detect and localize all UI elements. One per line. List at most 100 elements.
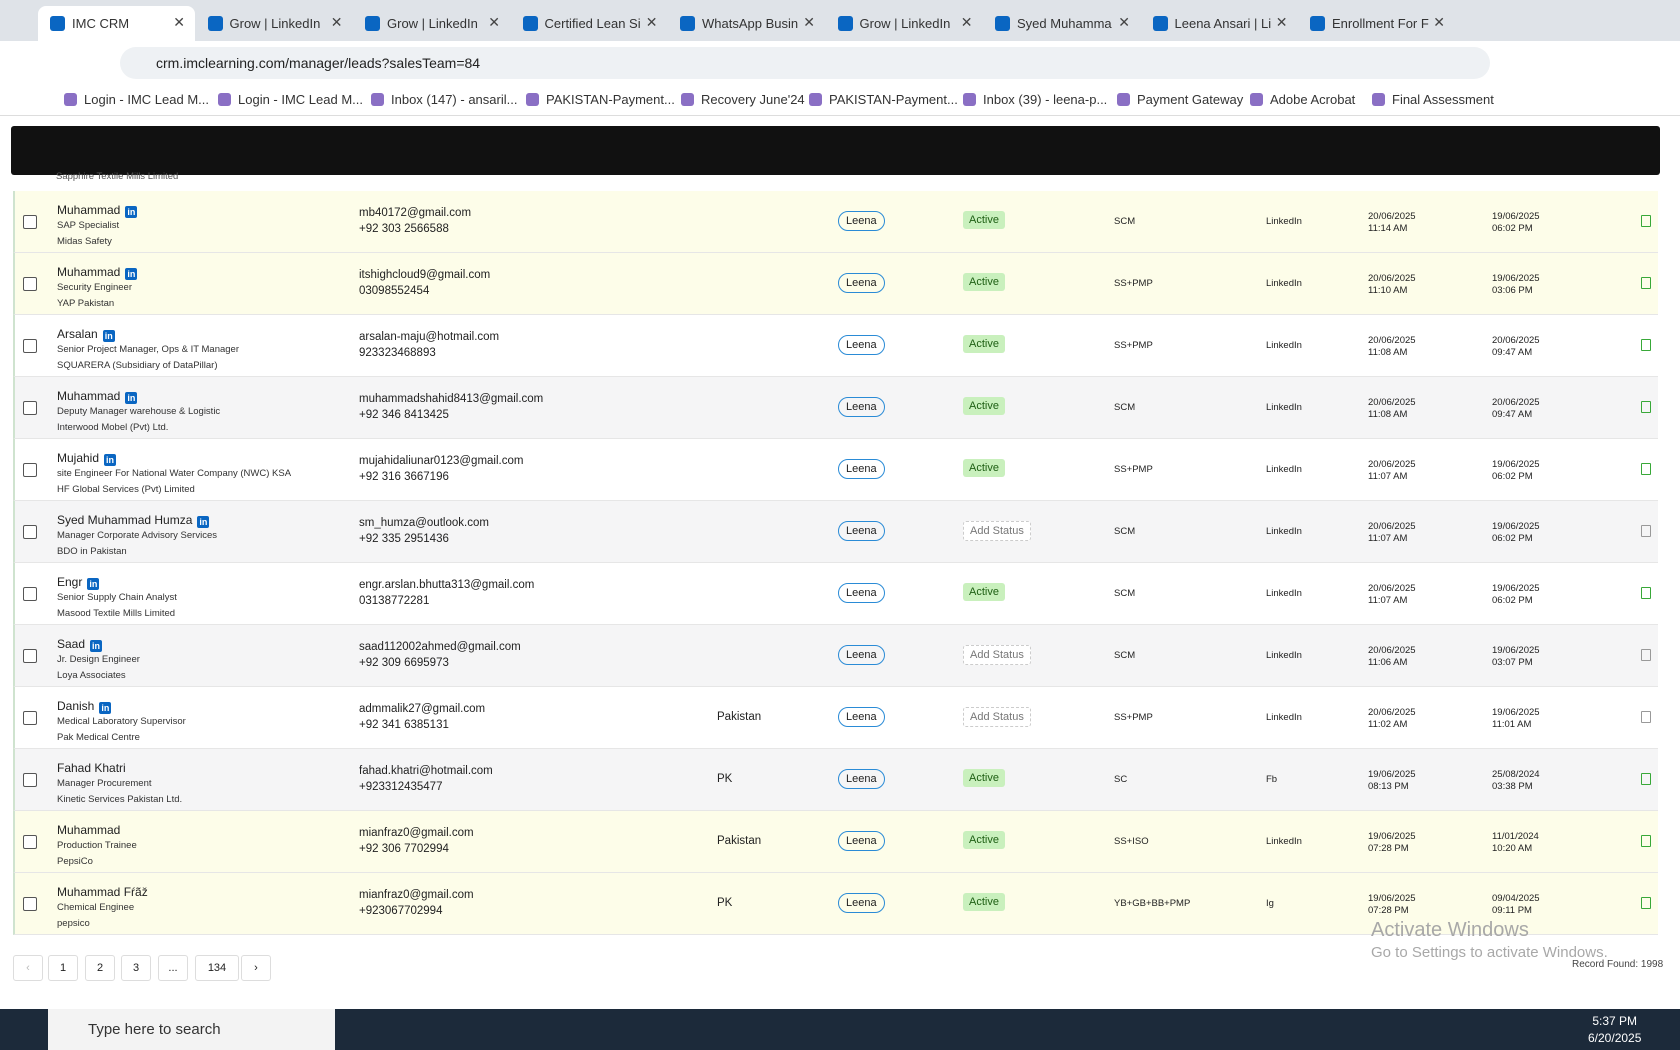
lead-name[interactable]: Muhammad [57, 823, 120, 837]
tab[interactable]: Grow | LinkedIn ✕ [826, 6, 983, 41]
lead-row[interactable]: Syed Muhammad Humza in Manager Corporate A… [13, 501, 1658, 563]
lead-status[interactable]: Active [963, 831, 1005, 849]
lead-owner[interactable]: Leena [838, 707, 885, 727]
tab[interactable]: Enrollment For F ✕ [1298, 6, 1455, 41]
tab[interactable]: WhatsApp Busin ✕ [668, 6, 825, 41]
checkbox[interactable] [23, 773, 37, 787]
lead-status[interactable]: Active [963, 335, 1005, 353]
lead-owner[interactable]: Leena [838, 769, 885, 789]
linkedin-icon[interactable]: in [125, 268, 138, 280]
tab[interactable]: Syed Muhamma ✕ [983, 6, 1140, 41]
lead-name[interactable]: Muhammad Fŕãž [57, 885, 148, 899]
linkedin-icon[interactable]: in [87, 578, 100, 590]
page-button[interactable]: 3 [121, 955, 151, 981]
lead-owner[interactable]: Leena [838, 335, 885, 355]
checkbox[interactable] [23, 277, 37, 291]
lead-row[interactable]: Danish in Medical Laboratory Supervisor Pak… [13, 687, 1658, 749]
lead-status[interactable]: Active [963, 211, 1005, 229]
tab-close[interactable]: ✕ [1118, 14, 1130, 30]
lead-owner[interactable]: Leena [838, 273, 885, 293]
notes-icon[interactable] [1641, 897, 1651, 909]
lead-name[interactable]: Mujahid in [57, 451, 117, 466]
lead-row[interactable]: Mujahid in site Engineer For National Wate… [13, 439, 1658, 501]
lead-owner[interactable]: Leena [838, 397, 885, 417]
lead-status[interactable]: Add Status [963, 707, 1031, 727]
checkbox[interactable] [23, 215, 37, 229]
linkedin-icon[interactable]: in [125, 206, 138, 218]
tab[interactable]: Leena Ansari | Li ✕ [1141, 6, 1298, 41]
lead-row[interactable]: Muhammad in SAP Specialist Midas Safety mb40… [13, 191, 1658, 253]
checkbox[interactable] [23, 835, 37, 849]
checkbox[interactable] [23, 897, 37, 911]
lead-status[interactable]: Active [963, 893, 1005, 911]
lead-name[interactable]: Muhammad in [57, 203, 138, 218]
bookmark[interactable]: Login - IMC Lead M... [218, 92, 363, 107]
lead-owner[interactable]: Leena [838, 645, 885, 665]
lead-name[interactable]: Fahad Khatri [57, 761, 126, 775]
tab-close[interactable]: ✕ [803, 14, 815, 30]
bookmark[interactable]: Adobe Acrobat [1250, 92, 1355, 107]
lead-name[interactable]: Syed Muhammad Humza in [57, 513, 210, 528]
notes-icon[interactable] [1641, 215, 1651, 227]
linkedin-icon[interactable]: in [197, 516, 210, 528]
lead-name[interactable]: Muhammad in [57, 265, 138, 280]
notes-icon[interactable] [1641, 525, 1651, 537]
notes-icon[interactable] [1641, 711, 1651, 723]
tab-close[interactable]: ✕ [173, 14, 185, 30]
checkbox[interactable] [23, 463, 37, 477]
notes-icon[interactable] [1641, 339, 1651, 351]
tab-close[interactable]: ✕ [488, 14, 500, 30]
notes-icon[interactable] [1641, 649, 1651, 661]
lead-name[interactable]: Engr in [57, 575, 100, 590]
bookmark[interactable]: PAKISTAN-Payment... [809, 92, 958, 107]
bookmark[interactable]: Login - IMC Lead M... [64, 92, 209, 107]
checkbox[interactable] [23, 339, 37, 353]
lead-owner[interactable]: Leena [838, 211, 885, 231]
lead-owner[interactable]: Leena [838, 831, 885, 851]
page-button[interactable]: ... [158, 955, 188, 981]
lead-name[interactable]: Muhammad in [57, 389, 138, 404]
notes-icon[interactable] [1641, 835, 1651, 847]
notes-icon[interactable] [1641, 401, 1651, 413]
bookmark[interactable]: Inbox (147) - ansaril... [371, 92, 517, 107]
page-button[interactable]: 2 [85, 955, 115, 981]
page-button[interactable]: 1 [48, 955, 78, 981]
notes-icon[interactable] [1641, 277, 1651, 289]
lead-status[interactable]: Active [963, 397, 1005, 415]
lead-row[interactable]: Muhammad in Deputy Manager warehouse & Log… [13, 377, 1658, 439]
bookmark[interactable]: Inbox (39) - leena-p... [963, 92, 1107, 107]
linkedin-icon[interactable]: in [90, 640, 103, 652]
next-page[interactable]: › [241, 955, 271, 981]
checkbox[interactable] [23, 587, 37, 601]
tab[interactable]: Grow | LinkedIn ✕ [196, 6, 353, 41]
lead-status[interactable]: Active [963, 769, 1005, 787]
lead-status[interactable]: Active [963, 459, 1005, 477]
linkedin-icon[interactable]: in [102, 330, 115, 342]
lead-owner[interactable]: Leena [838, 583, 885, 603]
tab-close[interactable]: ✕ [645, 14, 658, 30]
checkbox[interactable] [23, 711, 37, 725]
tab[interactable]: Certified Lean Si ✕ [511, 6, 668, 41]
lead-owner[interactable]: Leena [838, 893, 885, 913]
lead-name[interactable]: Danish in [57, 699, 112, 714]
lead-row[interactable]: Muhammad Production Trainee PepsiCo mianfra… [13, 811, 1658, 873]
notes-icon[interactable] [1641, 463, 1651, 475]
lead-row[interactable]: Fahad Khatri Manager Procurement Kinetic S… [13, 749, 1658, 811]
lead-row[interactable]: Muhammad Fŕãž Chemical Enginee pepsico mian… [13, 873, 1658, 935]
lead-row[interactable]: Engr in Senior Supply Chain Analyst Masood … [13, 563, 1658, 625]
checkbox[interactable] [23, 649, 37, 663]
url[interactable]: crm.imclearning.com/manager/leads?salesT… [120, 47, 1490, 79]
tab-close[interactable]: ✕ [960, 14, 973, 30]
tab-close[interactable]: ✕ [1275, 14, 1288, 30]
notes-icon[interactable] [1641, 587, 1651, 599]
lead-status[interactable]: Add Status [963, 521, 1031, 541]
lead-status[interactable]: Active [963, 273, 1005, 291]
linkedin-icon[interactable]: in [99, 702, 112, 714]
notes-icon[interactable] [1641, 773, 1651, 785]
bookmark[interactable]: Payment Gateway [1117, 92, 1243, 107]
bookmark[interactable]: PAKISTAN-Payment... [526, 92, 675, 107]
lead-status[interactable]: Active [963, 583, 1005, 601]
tab-close[interactable]: ✕ [1433, 14, 1445, 30]
lead-owner[interactable]: Leena [838, 521, 885, 541]
lead-owner[interactable]: Leena [838, 459, 885, 479]
